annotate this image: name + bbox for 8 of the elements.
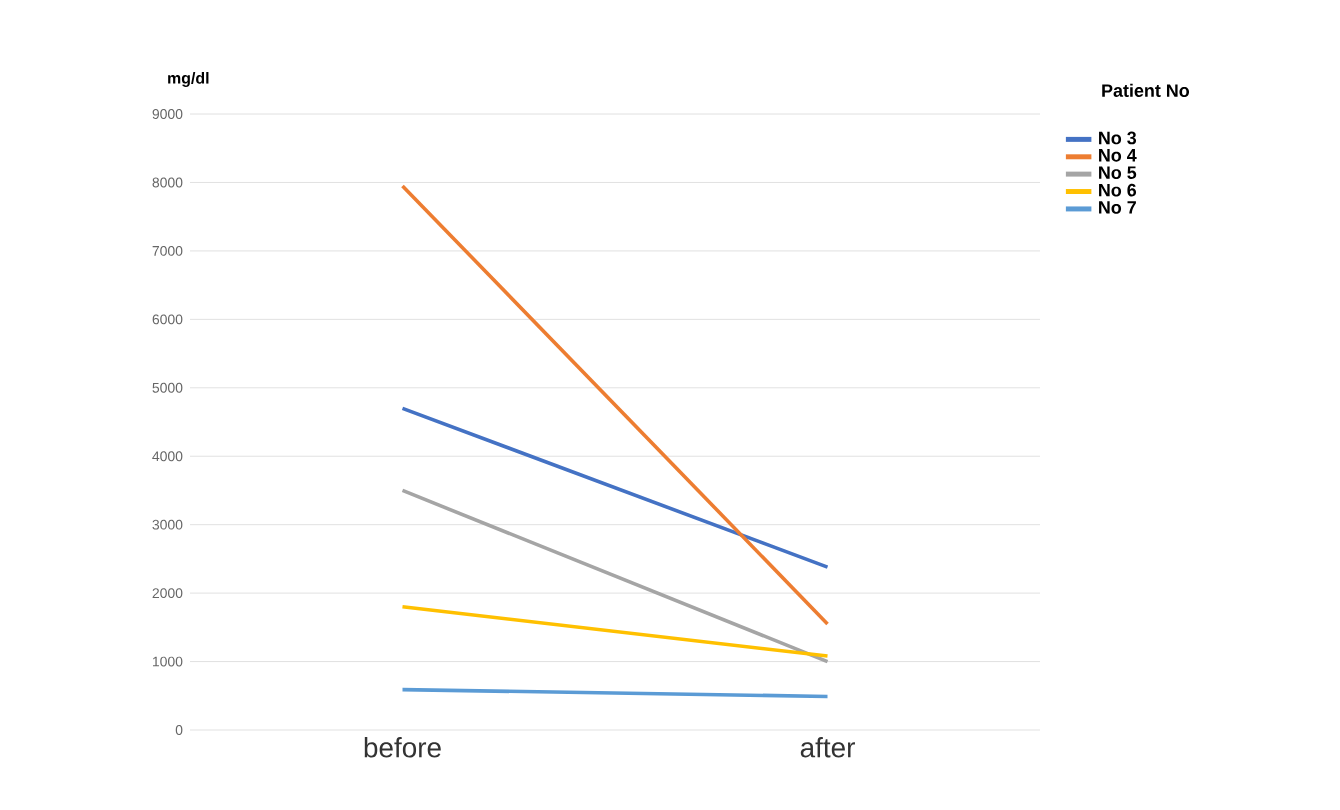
legend-title: Patient No xyxy=(1102,83,1189,97)
legend-label: No 3 xyxy=(1099,131,1137,145)
x-tick-label: after xyxy=(800,737,855,758)
x-tick-label: before xyxy=(364,737,441,758)
legend-label: No 6 xyxy=(1099,183,1137,197)
legend-label: No 4 xyxy=(1099,149,1137,162)
legend-label: No 7 xyxy=(1099,201,1136,214)
legend-label: No 5 xyxy=(1099,166,1137,179)
